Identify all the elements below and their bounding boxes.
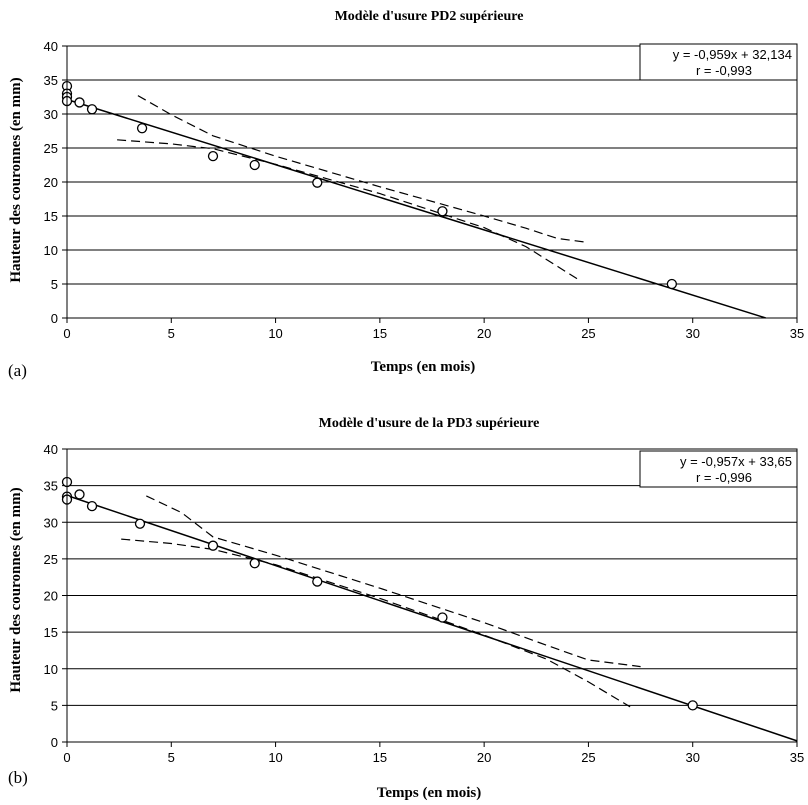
regression-equation: y = -0,957x + 33,65 bbox=[680, 454, 792, 469]
y-axis-title: Hauteur des couronnes (en mm) bbox=[8, 487, 24, 692]
data-point bbox=[207, 540, 219, 551]
data-point bbox=[666, 278, 678, 290]
data-point bbox=[312, 177, 323, 188]
plot-frame bbox=[66, 448, 798, 743]
y-tick-label: 20 bbox=[44, 589, 58, 604]
y-tick-label: 30 bbox=[44, 515, 58, 530]
plot-border bbox=[66, 448, 798, 743]
confidence-upper-curve bbox=[146, 495, 641, 668]
panel-label: (a) bbox=[8, 361, 27, 380]
correlation-coefficient: r = -0,993 bbox=[696, 63, 752, 78]
gridlines bbox=[62, 448, 798, 747]
x-tick-label: 10 bbox=[268, 750, 282, 765]
regression-line bbox=[66, 98, 766, 319]
y-tick-labels: 0 5 10 15 20 25 30 35 40 bbox=[44, 39, 58, 326]
y-tick-labels: 0 5 10 15 20 25 30 35 40 bbox=[44, 442, 58, 750]
x-tick-labels: 0 5 10 15 20 25 30 35 bbox=[63, 750, 804, 765]
data-point bbox=[74, 97, 85, 108]
confidence-bands bbox=[121, 495, 641, 708]
y-tick-label: 30 bbox=[44, 107, 58, 122]
confidence-lower-curve bbox=[117, 139, 581, 282]
x-axis-title: Temps (en mois) bbox=[371, 359, 475, 375]
x-tick-label: 20 bbox=[477, 326, 491, 341]
y-tick-label: 5 bbox=[51, 277, 58, 292]
data-point bbox=[207, 151, 219, 162]
data-point bbox=[437, 612, 448, 623]
correlation-coefficient: r = -0,996 bbox=[696, 470, 752, 485]
regression-line-group bbox=[66, 98, 766, 319]
regression-line-group bbox=[66, 494, 798, 742]
plot-frame bbox=[66, 45, 798, 319]
y-tick-label: 15 bbox=[44, 625, 58, 640]
regression-line bbox=[66, 494, 798, 742]
x-tick-label: 30 bbox=[685, 750, 699, 765]
x-tick-label: 5 bbox=[168, 326, 175, 341]
data-point bbox=[249, 558, 260, 569]
y-tick-label: 10 bbox=[44, 662, 58, 677]
confidence-lower-curve bbox=[121, 538, 631, 708]
chart-panel-b: Modèle d'usure de la PD3 supérieure 0 5 10… bbox=[8, 416, 804, 801]
x-axis-title: Temps (en mois) bbox=[377, 785, 481, 801]
x-tick-label: 20 bbox=[477, 750, 491, 765]
chart-title: Modèle d'usure de la PD3 supérieure bbox=[319, 416, 540, 431]
equation-box bbox=[639, 43, 798, 81]
y-tick-label: 35 bbox=[44, 479, 58, 494]
equation-box bbox=[639, 450, 798, 488]
data-point bbox=[134, 518, 146, 529]
y-tick-label: 40 bbox=[44, 442, 58, 457]
y-tick-label: 15 bbox=[44, 209, 58, 224]
data-point bbox=[86, 104, 98, 115]
regression-equation: y = -0,959x + 32,134 bbox=[673, 47, 792, 62]
data-point bbox=[86, 500, 98, 512]
x-tick-label: 0 bbox=[63, 326, 70, 341]
x-tick-labels: 0 5 10 15 20 25 30 35 bbox=[63, 326, 804, 341]
x-tick-label: 0 bbox=[63, 750, 70, 765]
y-tick-label: 0 bbox=[51, 311, 58, 326]
data-point bbox=[437, 206, 448, 217]
confidence-upper-curve bbox=[137, 95, 589, 244]
y-tick-label: 0 bbox=[51, 735, 58, 750]
y-tick-label: 20 bbox=[44, 175, 58, 190]
confidence-bands bbox=[117, 95, 589, 282]
data-point bbox=[312, 576, 323, 587]
gridlines bbox=[62, 45, 798, 323]
y-tick-label: 5 bbox=[51, 698, 58, 713]
data-point bbox=[74, 489, 85, 500]
y-axis-title: Hauteur des couronnes (en mm) bbox=[8, 77, 24, 282]
y-tick-label: 40 bbox=[44, 39, 58, 54]
data-point bbox=[687, 700, 698, 711]
data-point bbox=[136, 123, 148, 134]
x-tick-label: 5 bbox=[168, 750, 175, 765]
panel-label: (b) bbox=[8, 768, 28, 787]
chart-panel-a: Modèle d'usure PD2 supérieure 0 5 10 15 20 25… bbox=[8, 9, 804, 380]
y-tick-label: 25 bbox=[44, 552, 58, 567]
x-tick-label: 25 bbox=[581, 750, 595, 765]
chart-title: Modèle d'usure PD2 supérieure bbox=[335, 9, 524, 24]
data-points bbox=[61, 80, 678, 290]
y-tick-label: 25 bbox=[44, 141, 58, 156]
x-tick-label: 35 bbox=[790, 326, 804, 341]
x-tick-label: 15 bbox=[373, 750, 387, 765]
plot-border bbox=[66, 45, 798, 319]
x-tick-label: 10 bbox=[268, 326, 282, 341]
y-tick-label: 10 bbox=[44, 243, 58, 258]
data-point bbox=[249, 159, 260, 171]
x-tick-label: 35 bbox=[790, 750, 804, 765]
y-tick-label: 35 bbox=[44, 73, 58, 88]
x-tick-label: 30 bbox=[685, 326, 699, 341]
x-tick-label: 25 bbox=[581, 326, 595, 341]
x-tick-label: 15 bbox=[373, 326, 387, 341]
